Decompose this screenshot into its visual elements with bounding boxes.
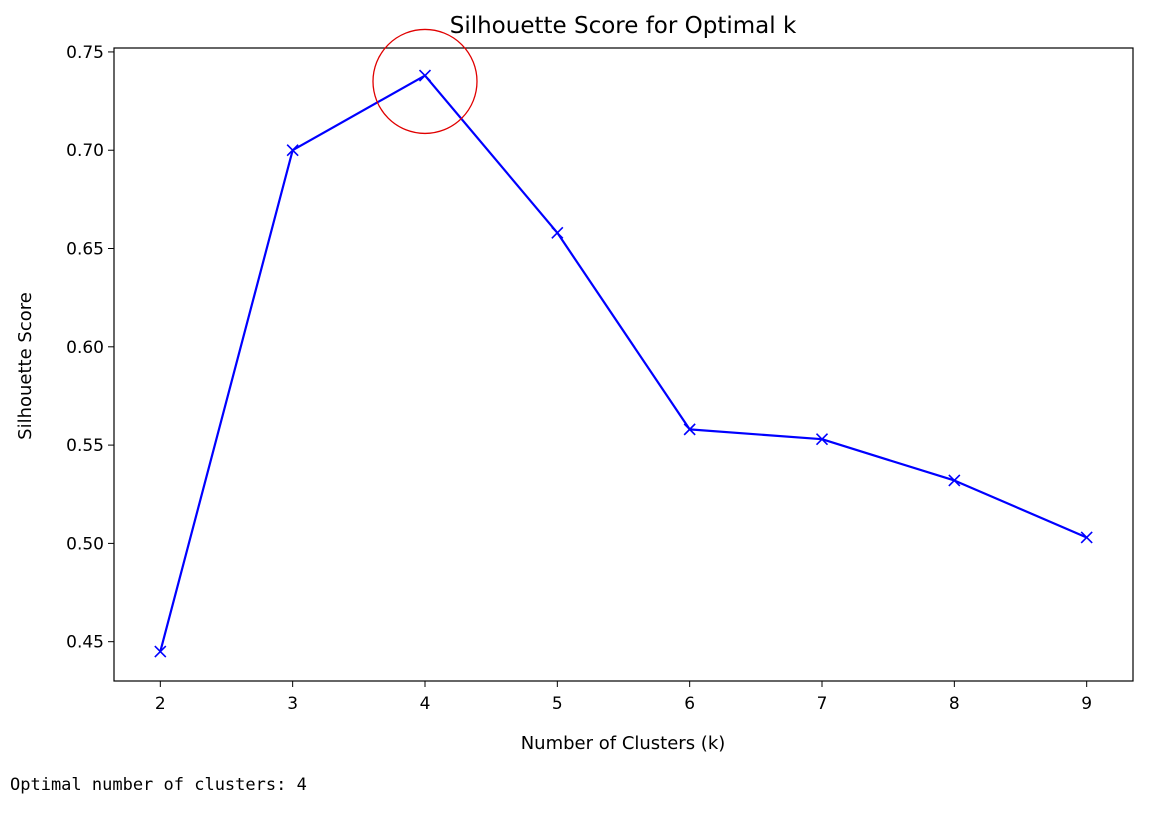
data-point-marker <box>948 474 961 487</box>
output-text: Optimal number of clusters: 4 <box>10 775 307 795</box>
y-tick-label: 0.65 <box>66 240 104 260</box>
x-tick-label: 3 <box>287 694 298 714</box>
y-tick-label: 0.50 <box>66 534 104 554</box>
optimal-k-highlight-circle <box>372 28 478 135</box>
data-point-marker <box>286 144 299 157</box>
x-axis-label: Number of Clusters (k) <box>521 733 726 754</box>
data-point-marker <box>1080 531 1093 544</box>
y-tick-label: 0.60 <box>66 338 104 358</box>
x-tick-label: 8 <box>949 694 960 714</box>
data-point-marker <box>154 645 167 658</box>
plot-frame <box>113 47 1134 682</box>
data-point-marker <box>815 433 829 446</box>
y-tick-label: 0.55 <box>66 436 104 456</box>
x-tick-label: 5 <box>552 694 563 714</box>
y-tick-label: 0.45 <box>66 633 104 653</box>
y-tick-label: 0.75 <box>66 43 104 63</box>
silhouette-chart: Silhouette Score for Optimal k 2 3 4 5 6 7 8 9 0… <box>15 13 1134 754</box>
x-tick-label: 4 <box>420 694 431 714</box>
y-tick-label: 0.70 <box>66 141 104 161</box>
chart-title: Silhouette Score for Optimal k <box>450 13 797 39</box>
x-tick-label: 2 <box>155 694 166 714</box>
series-line <box>159 74 1088 652</box>
data-point-marker <box>418 69 432 82</box>
x-tick-label: 7 <box>817 694 828 714</box>
x-tick-label: 6 <box>684 694 695 714</box>
y-axis-label: Silhouette Score <box>15 292 36 440</box>
x-tick-label: 9 <box>1081 694 1092 714</box>
data-point-marker <box>683 423 696 436</box>
plot-area: 2 3 4 5 6 7 8 9 0.45 0.50 0.55 0.60 0.65 0.70 0.75 <box>66 28 1134 714</box>
data-point-marker <box>551 226 564 239</box>
